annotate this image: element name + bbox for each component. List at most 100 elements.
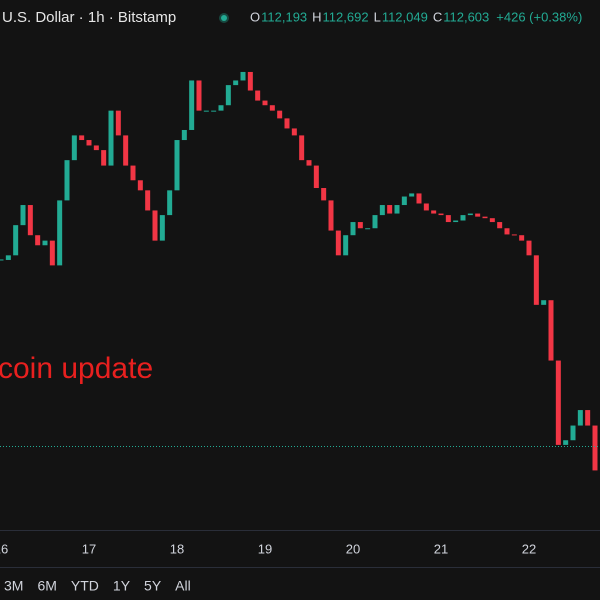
ohlc-legend: O 112,193 H 112,692 L 112,049 C 112,603 +426 (+0… [250,9,582,24]
range-toolbar: 3M 6M YTD 1Y 5Y All [4,578,191,594]
range-button[interactable]: 3M [4,578,23,594]
candle [313,165,319,189]
candle [555,360,561,445]
candle [475,213,481,217]
candle [145,190,151,211]
candle [357,222,363,229]
candle [101,150,107,166]
candle [328,200,334,231]
candle [137,180,143,191]
range-button[interactable]: 1Y [113,578,131,594]
candle [189,80,195,130]
candle [467,213,473,216]
x-tick-label: 17 [82,541,96,556]
ohlc-key: O [250,9,260,24]
candle [563,440,569,445]
ohlc-key: H [312,9,321,24]
candle [379,205,385,216]
x-tick-label: 19 [258,541,272,556]
candle [482,216,488,219]
ohlc-value: 112,603 [443,9,489,24]
candle [372,215,378,229]
status-dot [221,15,227,21]
candle [284,118,290,129]
x-tick-label: 22 [522,541,536,556]
candle [130,165,136,181]
candle [64,160,70,201]
candle [71,135,77,161]
candle [152,210,158,241]
candle [541,300,547,305]
candle [123,135,129,166]
candle [533,255,539,305]
x-tick-label: 20 [346,541,360,556]
candle [445,215,451,223]
candle [365,228,371,230]
candle [57,200,63,266]
candle [27,205,33,236]
candle [181,129,187,141]
candle [240,71,246,81]
candle [394,205,400,214]
range-button[interactable]: YTD [71,578,99,594]
candle [247,71,253,91]
candle [218,105,224,111]
candle [5,255,11,260]
candle [211,110,217,112]
candle [35,235,41,246]
ohlc-value: 112,049 [382,9,428,24]
candle [306,160,312,166]
candle [321,188,327,201]
candle [174,140,180,191]
candle [49,240,55,266]
candle [416,193,422,204]
candle [79,135,85,141]
candle [431,210,437,214]
annotation: coin update [0,352,153,385]
candle [233,80,239,86]
candle [570,425,576,441]
x-tick-label: 18 [170,541,184,556]
candle [108,110,114,166]
candle [438,213,444,216]
candle [0,259,4,261]
range-button[interactable]: 6M [37,578,56,594]
candle [577,410,583,426]
candle [343,235,349,256]
candle [20,205,26,226]
candle [504,228,510,235]
candle [519,235,525,241]
candle [269,105,275,111]
candle [196,80,202,111]
candle [387,205,393,214]
candle [497,222,503,229]
candle [453,220,459,223]
ohlc-value: 112,692 [323,9,369,24]
candle [460,215,466,221]
ohlc-key: C [433,9,442,24]
candle [585,410,591,426]
range-button[interactable]: All [175,578,191,594]
candle [299,135,305,161]
candle [335,230,341,256]
range-button[interactable]: 5Y [144,578,162,594]
x-tick-label: 16 [0,541,8,556]
ohlc-key: L [374,9,381,24]
price-change: +426 (+0.38%) [496,9,582,24]
candle [13,225,19,256]
candle [592,425,598,471]
candle [291,128,297,136]
candle [526,240,532,256]
candle [255,90,261,101]
candle [350,222,356,236]
x-axis: 16 17 18 19 20 21 22 [0,541,536,556]
candle [86,140,92,146]
candle [511,234,517,236]
candle [167,190,173,216]
candle [423,203,429,211]
candle [42,240,48,246]
chart-title: U.S. Dollar · 1h · Bitstamp [2,9,176,26]
